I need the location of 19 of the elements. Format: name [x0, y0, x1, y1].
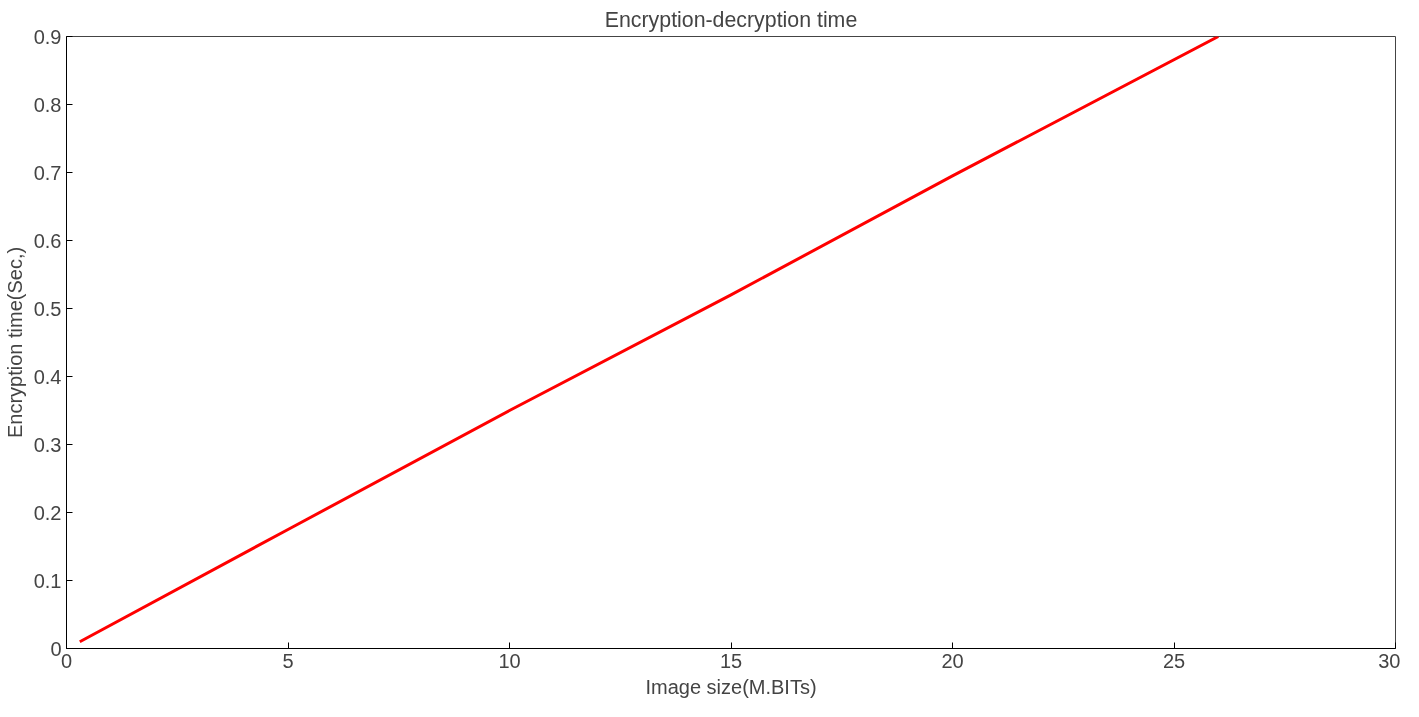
y-tick-label: 0.8: [33, 93, 62, 116]
y-tick-label: 0.3: [33, 433, 62, 456]
x-tick-label: 5: [282, 649, 294, 672]
x-axis-title: Image size(M.BITs): [645, 675, 817, 698]
x-tick-label: 25: [1162, 649, 1186, 672]
y-tick-label: 0.1: [33, 569, 62, 592]
x-tick-label: 15: [719, 649, 743, 672]
y-tick-label: 0.4: [33, 365, 62, 388]
y-axis-title: Encryption time(Sec,): [3, 246, 26, 439]
y-tick-label: 0.6: [33, 229, 62, 252]
y-tick-label: 0.2: [33, 501, 62, 524]
y-tick-label: 0.9: [33, 25, 62, 48]
y-tick-label: 0.5: [33, 297, 62, 320]
line-series: [78, 36, 1220, 644]
x-tick-label: 20: [941, 649, 964, 672]
x-tick-label: 10: [498, 649, 521, 672]
y-tick-label: 0.7: [33, 161, 62, 184]
chart-title: Encryption-decryption time: [604, 7, 858, 32]
x-tick-label: 30: [1378, 649, 1401, 672]
